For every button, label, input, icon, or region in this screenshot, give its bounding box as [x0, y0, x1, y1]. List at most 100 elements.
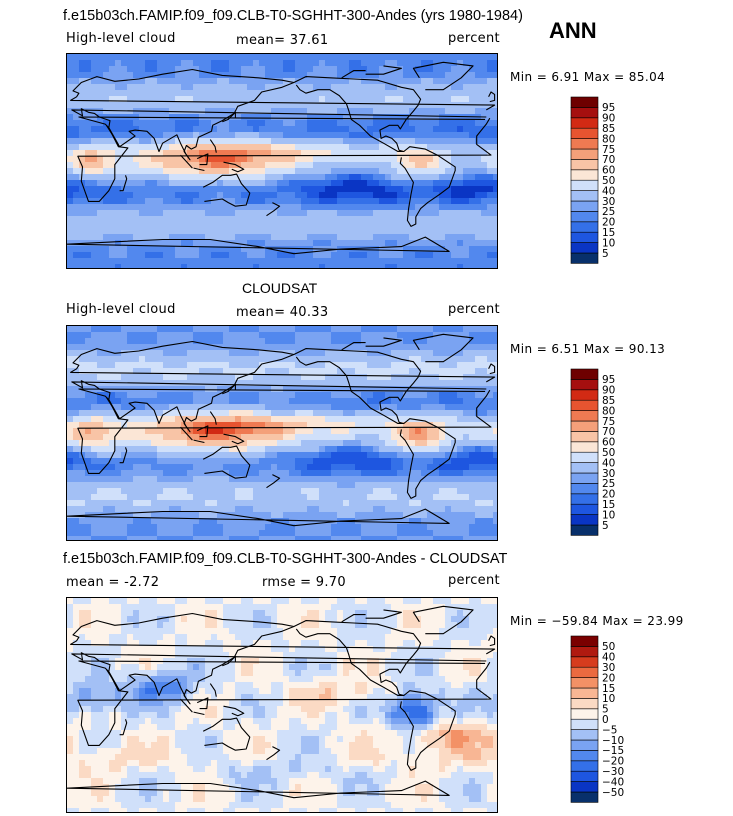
colorbar-box: [570, 729, 599, 741]
colorbar-box: [570, 379, 599, 391]
panel3-rmse: rmse = 9.70: [262, 575, 346, 590]
colorbar-tick-label: 75: [602, 144, 615, 156]
coastline: [193, 167, 205, 172]
coastline: [341, 70, 366, 79]
coastline-layer: [67, 333, 496, 527]
coastline: [365, 65, 402, 75]
panel1-mean: mean= 37.61: [236, 33, 329, 48]
coastline: [488, 363, 496, 375]
coastline: [365, 609, 402, 619]
panel2-min-max: Min = 6.51 Max = 90.13: [510, 342, 666, 356]
colorbar-box: [570, 169, 599, 181]
coastline: [223, 433, 245, 445]
coastline: [341, 342, 366, 351]
colorbar-box: [570, 190, 599, 202]
panel2-left-label: High-level cloud: [66, 302, 176, 317]
coastline: [105, 397, 119, 418]
colorbar-box: [570, 483, 599, 495]
colorbar-box: [570, 770, 599, 782]
coastline: [180, 426, 193, 441]
colorbar-box: [570, 441, 599, 453]
coastline: [67, 236, 450, 255]
colorbar-tick-label: 40: [602, 457, 615, 469]
panel2-colorbar: 5 10 15 20 25 30 40 50 60 70 75 80 85 90 95: [570, 368, 641, 537]
field-shading: [67, 326, 497, 540]
colorbar-tick-label: 80: [602, 133, 615, 145]
colorbar-box: [570, 431, 599, 443]
colorbar-box: [570, 231, 599, 243]
coastline: [196, 425, 209, 438]
colorbar-tick-label: 25: [602, 478, 615, 490]
coastline: [202, 445, 251, 479]
colorbar-tick-label: −50: [602, 787, 624, 799]
season-label: ANN: [549, 18, 597, 43]
coastline: [341, 614, 366, 623]
field-shading: [67, 598, 497, 812]
colorbar-box: [570, 462, 599, 474]
colorbar-box: [570, 200, 599, 212]
colorbar-box: [570, 687, 599, 699]
colorbar-box: [570, 524, 599, 536]
colorbar-tick-label: −40: [602, 776, 624, 788]
colorbar-box: [570, 179, 599, 191]
colorbar-tick-label: 20: [602, 217, 615, 229]
colorbar-tick-label: 95: [602, 374, 615, 386]
coastline: [193, 439, 205, 444]
panel1-left-label: High-level cloud: [66, 31, 176, 46]
coastline: [105, 669, 119, 690]
panel2-mean: mean= 40.33: [236, 305, 329, 320]
colorbar-tick-label: 90: [602, 385, 615, 397]
colorbar-tick-label: 40: [602, 185, 615, 197]
coastline: [196, 153, 209, 166]
colorbar-box: [570, 211, 599, 223]
colorbar-tick-label: 50: [602, 641, 615, 653]
colorbar-box: [570, 242, 599, 254]
colorbar-tick-label: 50: [602, 175, 615, 187]
colorbar-tick-label: 70: [602, 426, 615, 438]
colorbar-tick-label: 85: [602, 123, 615, 135]
colorbar-tick-label: 5: [602, 520, 609, 532]
colorbar-tick-label: 10: [602, 237, 615, 249]
colorbar-tick-label: 5: [602, 704, 609, 716]
panel3-map: [66, 597, 498, 813]
colorbar-tick-label: 0: [602, 714, 609, 726]
colorbar-box: [570, 420, 599, 432]
colorbar-tick-label: −10: [602, 735, 624, 747]
colorbar-tick-label: 60: [602, 165, 615, 177]
coastline: [223, 705, 245, 717]
colorbar-tick-label: 30: [602, 196, 615, 208]
colorbar-tick-label: 75: [602, 416, 615, 428]
colorbar-box: [570, 117, 599, 129]
coastline: [399, 418, 456, 499]
coastline: [223, 161, 245, 173]
coastline: [105, 125, 119, 146]
colorbar-tick-label: 40: [602, 652, 615, 664]
coastline: [222, 111, 236, 123]
colorbar-tick-label: 50: [602, 447, 615, 459]
colorbar-box: [570, 666, 599, 678]
colorbar-tick-label: −5: [602, 724, 617, 736]
coastline: [209, 139, 217, 153]
coastline: [70, 340, 496, 433]
coastline: [180, 154, 193, 169]
colorbar-tick-label: 30: [602, 468, 615, 480]
colorbar-box: [570, 399, 599, 411]
colorbar-tick-label: 90: [602, 113, 615, 125]
coastline: [488, 91, 496, 103]
colorbar-box: [570, 159, 599, 171]
coastline: [293, 348, 422, 425]
coastline: [222, 655, 236, 667]
colorbar-box: [570, 635, 599, 647]
colorbar-tick-label: 70: [602, 154, 615, 166]
colorbar-box: [570, 389, 599, 401]
colorbar-box: [570, 677, 599, 689]
colorbar-tick-label: 15: [602, 227, 615, 239]
colorbar-box: [570, 750, 599, 762]
coastline: [70, 612, 496, 705]
colorbar-tick-label: 15: [602, 499, 615, 511]
coastline: [202, 717, 251, 751]
colorbar-box: [570, 252, 599, 264]
colorbar-tick-label: 30: [602, 662, 615, 674]
colorbar-tick-label: 95: [602, 102, 615, 114]
colorbar-box: [570, 493, 599, 505]
